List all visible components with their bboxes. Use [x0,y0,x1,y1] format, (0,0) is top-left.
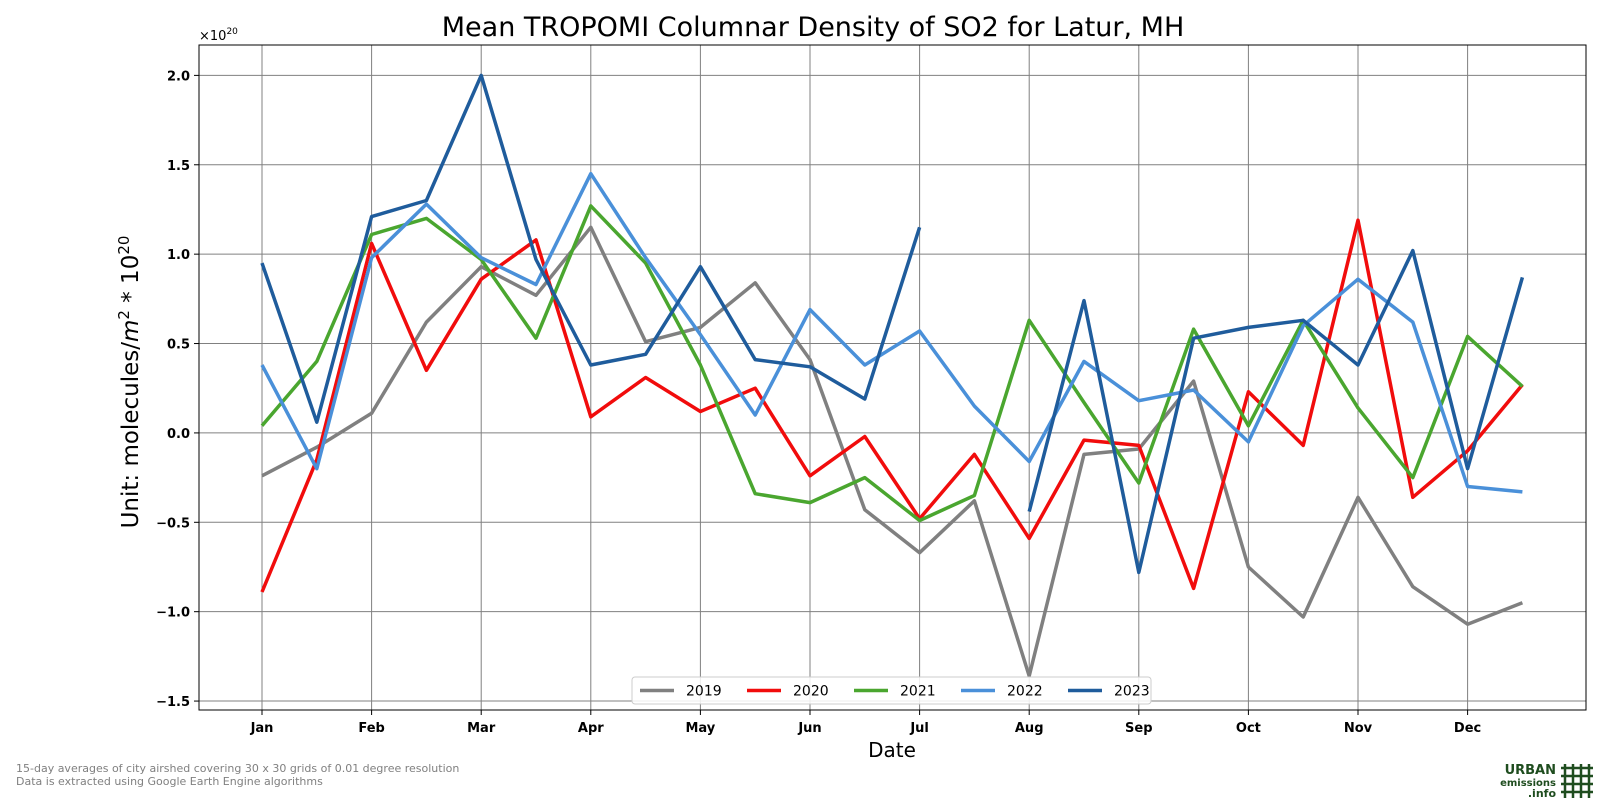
y-tick-label: 2.0 [167,69,190,84]
legend: 2019 2020 2021 2022 2023 [631,676,1152,705]
x-tick-label: Apr [578,721,604,736]
x-tick-label: Jun [797,721,821,736]
y-axis-label: Unit: molecules/m2 * 1020 [115,236,144,529]
series-line-2023 [260,73,922,424]
legend-label-2023: 2023 [1114,684,1150,700]
legend-label-2021: 2021 [900,684,936,700]
data-series [260,73,1525,678]
grid-lines [199,45,1586,710]
x-tick-label: Feb [358,721,384,736]
logo-text-urban: URBAN [1505,763,1556,778]
x-tick-label: Jul [909,721,929,736]
footnote-line-1: 15-day averages of city airshed covering… [16,762,459,775]
series-line-2021 [260,204,1524,523]
x-tick-label: Oct [1236,721,1261,736]
legend-label-2022: 2022 [1007,684,1043,700]
x-tick-label: Nov [1344,721,1373,736]
y-tick-label: −1.5 [156,695,190,710]
logo-grid-icon [1561,764,1593,798]
x-tick-label: Dec [1454,721,1481,736]
logo-text-emissions: emissions [1500,778,1556,789]
urban-emissions-logo: URBAN emissions .info [1500,763,1593,800]
y-tick-label: 1.5 [167,159,190,174]
footnote-line-2: Data is extracted using Google Earth Eng… [16,775,323,788]
series-line-2023 [1027,248,1525,575]
y-tick-label: 0.0 [167,427,190,442]
legend-box [631,676,1152,705]
chart-title: Mean TROPOMI Columnar Density of SO2 for… [442,12,1185,43]
y-tick-label: −0.5 [156,516,190,531]
x-tick-label: May [686,721,716,736]
x-tick-label: Mar [467,721,496,736]
y-tick-label: −1.0 [156,606,190,621]
series-line-2019 [261,225,1524,678]
x-axis-label: Date [868,738,916,762]
x-tick-label: Aug [1015,721,1044,736]
legend-label-2019: 2019 [686,684,722,700]
series-line-2020 [260,218,1524,593]
logo-text-info: .info [1528,787,1557,800]
series-line-2022 [260,171,1523,494]
legend-label-2020: 2020 [793,684,829,700]
y-tick-label: 1.0 [167,248,190,263]
y-tick-label: 0.5 [167,338,190,353]
axis-ticks: Jan Feb Mar Apr May Jun Jul Aug Sep Oct Nov Dec −1.5… [156,69,1481,736]
x-tick-label: Sep [1125,721,1153,736]
y-offset-label: ×1020 [199,27,238,44]
x-tick-label: Jan [250,721,274,736]
plot-area-frame [198,44,1587,711]
